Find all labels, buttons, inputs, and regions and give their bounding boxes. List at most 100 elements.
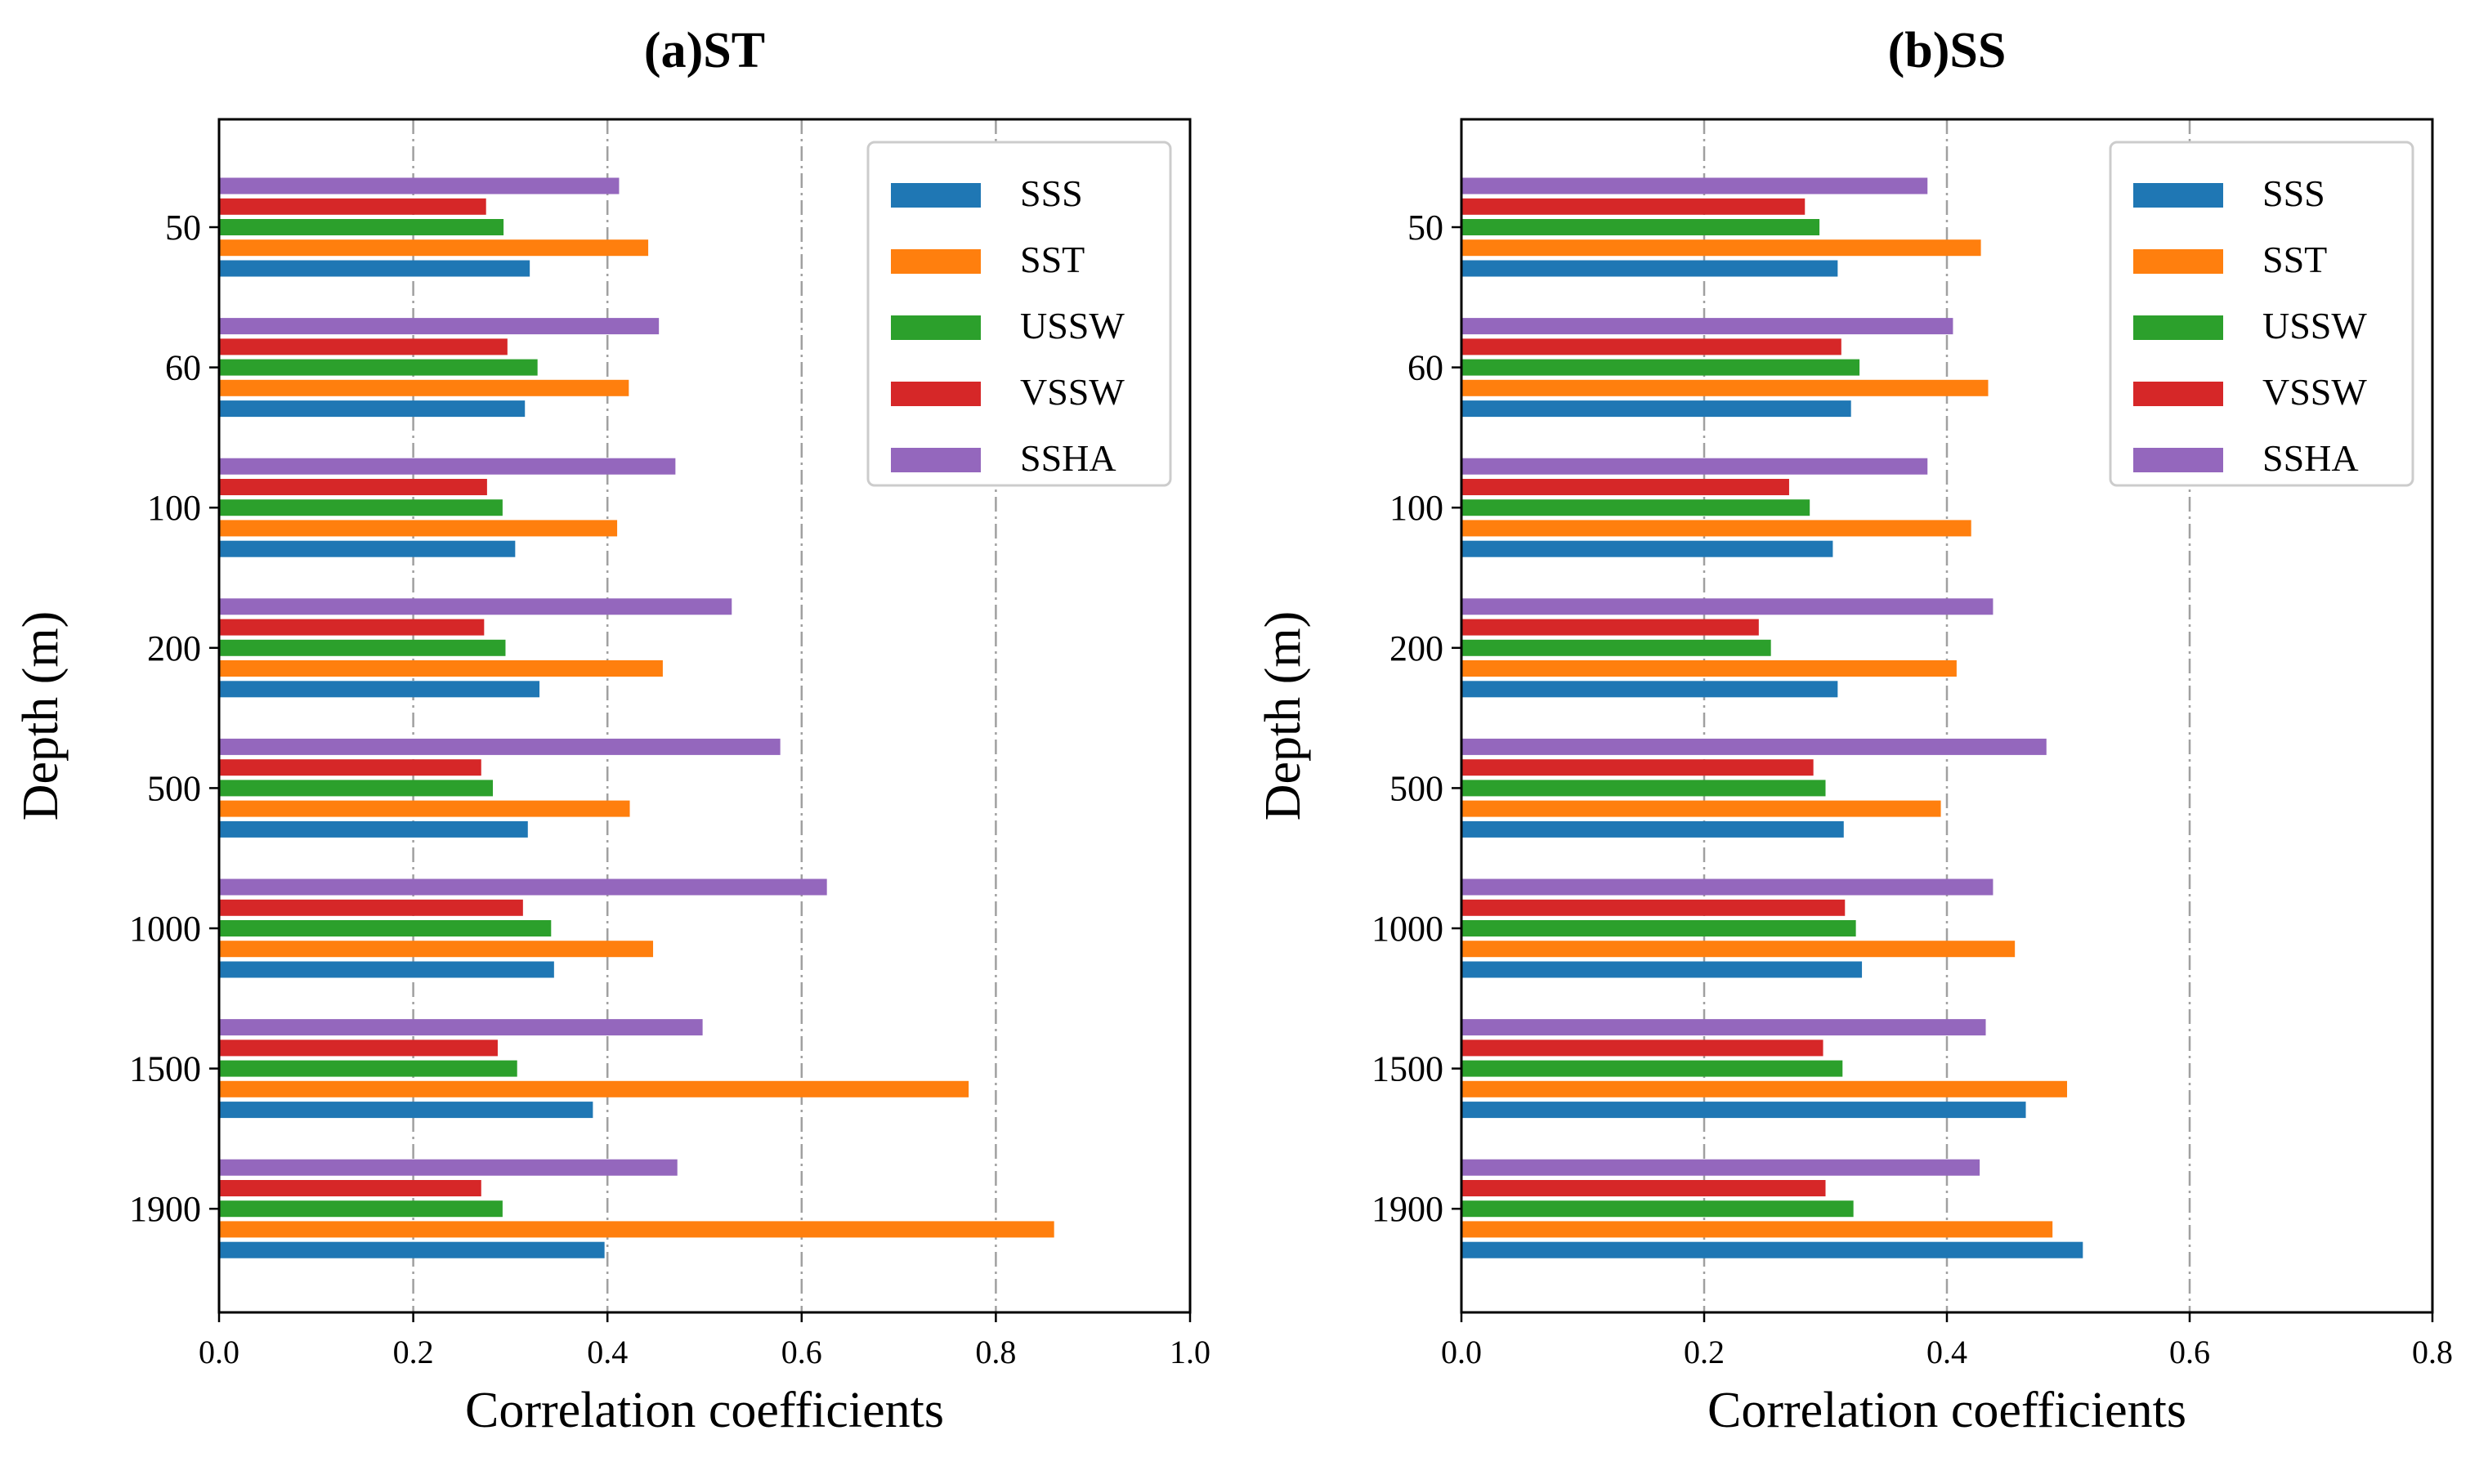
bar-sst-1500 [1461, 1080, 2068, 1097]
bar-ussw-50 [1461, 219, 1820, 235]
bar-sss-60 [1461, 400, 1851, 418]
bar-sst-1900 [219, 1221, 1054, 1238]
bar-vssw-200 [1461, 619, 1759, 636]
legend-label-vssw: VSSW [1020, 371, 1125, 413]
panel-b-ss: (b)SS 0.0 0.2 0.4 0.6 0.8 50 60 100 200 500 1000 150… [1255, 23, 2453, 1438]
legend-swatch-vssw [891, 382, 981, 406]
y-tick-label: 60 [165, 348, 201, 388]
bar-vssw-200 [219, 619, 485, 636]
bar-sst-60 [1461, 379, 1989, 396]
bar-sst-1900 [1461, 1221, 2053, 1238]
bar-ussw-1900 [219, 1200, 503, 1218]
bar-ussw-1000 [219, 920, 552, 936]
bar-sst-50 [1461, 239, 1981, 257]
bar-ssha-1900 [219, 1159, 678, 1176]
y-tick-label: 500 [1389, 768, 1443, 808]
bar-vssw-1000 [219, 899, 523, 916]
plot-frame [1460, 118, 2434, 1314]
y-tick-label: 200 [147, 628, 201, 668]
bar-ssha-50 [219, 177, 620, 194]
bar-ussw-1000 [1461, 920, 1856, 936]
y-tick-label: 200 [1389, 628, 1443, 668]
bar-vssw-1900 [219, 1180, 481, 1196]
bar-sst-500 [1461, 800, 1941, 817]
bar-ussw-500 [1461, 780, 1826, 797]
bar-ssha-500 [219, 738, 781, 755]
y-tick-label: 100 [1389, 488, 1443, 528]
y-tick-label: 1900 [1372, 1189, 1443, 1229]
y-tick-label: 1000 [129, 909, 201, 949]
bar-sss-50 [1461, 260, 1838, 277]
y-tick-label: 1500 [1372, 1049, 1443, 1089]
bar-ssha-100 [219, 458, 676, 475]
bar-ssha-1900 [1461, 1159, 1980, 1176]
bar-ssha-500 [1461, 738, 2047, 755]
x-axis-label: Correlation coefficients [1707, 1383, 2186, 1438]
bar-sss-200 [1461, 681, 1838, 698]
bar-sss-1000 [1461, 961, 1863, 978]
legend-swatch-sst [891, 249, 981, 274]
bar-ussw-500 [219, 780, 494, 797]
bar-sss-100 [1461, 540, 1833, 557]
legend-label-ssha: SSHA [1020, 437, 1116, 479]
y-tick-label: 50 [165, 208, 201, 248]
bar-sss-500 [219, 820, 528, 838]
legend-swatch-sss [2133, 183, 2223, 208]
y-tick-label: 1000 [1372, 909, 1443, 949]
x-axis-label: Correlation coefficients [465, 1383, 944, 1438]
legend-swatch-ssha [2133, 448, 2223, 472]
legend-swatch-sst [2133, 249, 2223, 274]
bar-vssw-50 [219, 198, 486, 215]
bar-ssha-1000 [219, 878, 827, 896]
legend: SSS SST USSW VSSW SSHA [2109, 141, 2414, 487]
bar-vssw-60 [219, 338, 508, 355]
x-tick-label: 0.4 [1926, 1334, 1967, 1370]
bar-ussw-50 [219, 219, 504, 235]
x-tick-label: 0.4 [587, 1334, 628, 1370]
bar-vssw-1900 [1461, 1180, 1826, 1196]
y-tick-label: 1500 [129, 1049, 201, 1089]
bar-vssw-500 [1461, 759, 1814, 776]
legend-swatch-ussw [891, 315, 981, 340]
chart-title: (b)SS [1888, 23, 2007, 78]
bar-sst-1500 [219, 1080, 969, 1097]
legend: SSS SST USSW VSSW SSHA [866, 141, 1172, 487]
legend-label-sss: SSS [1020, 172, 1083, 214]
legend-swatch-vssw [2133, 382, 2223, 406]
bar-ussw-1900 [1461, 1200, 1854, 1218]
legend-label-sss: SSS [2262, 172, 2325, 214]
legend-label-sst: SST [1020, 239, 1085, 280]
y-tick-label: 100 [147, 488, 201, 528]
x-tick-label: 1.0 [1170, 1334, 1210, 1370]
bar-ussw-100 [219, 499, 503, 516]
legend-swatch-ssha [891, 448, 981, 472]
bar-sst-50 [219, 239, 649, 257]
bar-ssha-60 [1461, 318, 1953, 335]
y-tick-label: 500 [147, 768, 201, 808]
bar-vssw-60 [1461, 338, 1841, 355]
legend-label-ussw: USSW [2262, 305, 2367, 346]
plot-frame [217, 118, 1192, 1314]
bar-ussw-200 [1461, 639, 1771, 656]
bar-ussw-1500 [1461, 1060, 1843, 1077]
bar-ssha-1000 [1461, 878, 1993, 896]
bar-vssw-100 [219, 479, 487, 495]
bar-sst-500 [219, 800, 630, 817]
legend-label-ussw: USSW [1020, 305, 1125, 346]
bar-sst-1000 [1461, 941, 2016, 958]
x-tick-label: 0.0 [1441, 1334, 1482, 1370]
bar-sst-100 [219, 520, 618, 537]
bar-vssw-100 [1461, 479, 1789, 495]
bar-sss-50 [219, 260, 530, 277]
x-tick-label: 0.8 [975, 1334, 1016, 1370]
bar-ssha-60 [219, 318, 660, 335]
bar-vssw-1500 [219, 1039, 498, 1057]
legend-label-ssha: SSHA [2262, 437, 2359, 479]
y-axis-label: Depth (m) [13, 611, 69, 821]
bar-sst-1000 [219, 941, 654, 958]
bar-ussw-200 [219, 639, 506, 656]
bar-ssha-1500 [1461, 1019, 1986, 1036]
y-tick-label: 50 [1407, 208, 1443, 248]
bar-ssha-100 [1461, 458, 1928, 475]
